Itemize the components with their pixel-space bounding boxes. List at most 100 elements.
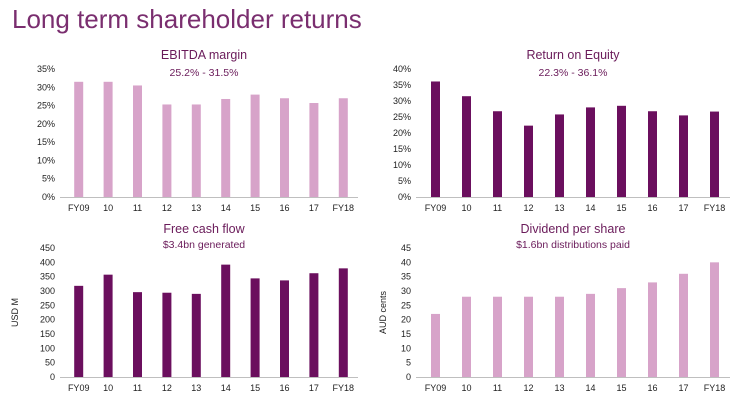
y-tick-label: 10% <box>37 155 55 165</box>
x-tick-label: 12 <box>523 383 533 393</box>
return-on-equity-chart: Return on Equity 22.3% - 36.1% 0% 5% 10% 15… <box>368 48 738 220</box>
bar-16 <box>280 280 289 377</box>
slide-title: Long term shareholder returns <box>12 4 362 34</box>
x-tick-label: 15 <box>250 383 260 393</box>
x-tick-label: 11 <box>493 203 502 213</box>
y-axis-label: AUD cents <box>378 290 388 334</box>
y-tick-label: 400 <box>40 257 55 267</box>
bar-17 <box>309 273 319 377</box>
y-tick-label: 50 <box>45 358 55 368</box>
x-tick-label: 13 <box>554 383 564 393</box>
bar-17 <box>679 273 688 377</box>
x-tick-label: 15 <box>616 203 626 213</box>
x-tick-label: 16 <box>279 203 289 213</box>
chart-title: EBITDA margin <box>160 48 248 62</box>
x-tick-label: FY09 <box>425 383 447 393</box>
y-tick-label: 20% <box>393 128 411 138</box>
x-tick-label: 12 <box>162 383 172 393</box>
x-tick-label: 11 <box>133 203 142 213</box>
y-tick-label: 0 <box>406 372 411 382</box>
y-tick-label: 5 <box>406 358 411 368</box>
ebitda-margin-plot: 0% 5% 10% 15% 20% 25% 30% 35% FY09 10 11 12 13 14 15 16… <box>37 64 358 213</box>
y-tick-label: 15% <box>393 144 411 154</box>
y-tick-label: 15 <box>401 329 411 339</box>
y-tick-label: 30% <box>37 82 55 92</box>
bar-11 <box>493 296 502 377</box>
y-tick-label: 0% <box>398 192 411 202</box>
y-tick-label: 35% <box>37 64 55 74</box>
x-tick-label: 13 <box>191 203 201 213</box>
x-tick-label: 14 <box>585 203 595 213</box>
bar-14 <box>221 264 231 377</box>
y-tick-label: 300 <box>40 286 55 296</box>
y-tick-label: 0% <box>42 192 55 202</box>
return-on-equity-plot: 0% 5% 10% 15% 20% 25% 30% 35% 40% FY09 10 11 12 13 14 1… <box>393 64 730 213</box>
y-tick-label: 100 <box>40 343 55 353</box>
x-tick-label: 10 <box>461 203 471 213</box>
bar-15 <box>250 278 260 377</box>
y-tick-label: 20 <box>401 315 411 325</box>
x-tick-label: 17 <box>309 203 319 213</box>
x-tick-label: 12 <box>162 203 172 213</box>
bar-10 <box>103 81 113 197</box>
chart-subtitle: 22.3% - 36.1% <box>538 67 608 79</box>
x-tick-label: 14 <box>221 383 231 393</box>
y-tick-label: 40 <box>401 257 411 267</box>
chart-subtitle: 25.2% - 31.5% <box>169 67 239 79</box>
bar-10 <box>103 274 113 377</box>
x-tick-label: 14 <box>585 383 595 393</box>
bar-12 <box>524 296 533 377</box>
bar-15 <box>617 288 626 377</box>
x-tick-label: FY18 <box>704 203 726 213</box>
y-tick-label: 30% <box>393 96 411 106</box>
bar-14 <box>221 98 231 197</box>
bar-FY09 <box>431 81 440 197</box>
y-tick-label: 45 <box>401 243 411 253</box>
y-tick-label: 10% <box>393 160 411 170</box>
bar-17 <box>309 103 319 197</box>
x-tick-label: 11 <box>133 383 142 393</box>
y-tick-label: 450 <box>40 243 55 253</box>
x-tick-label: FY18 <box>333 203 355 213</box>
y-tick-label: 25% <box>393 112 411 122</box>
bar-11 <box>493 111 502 197</box>
bar-16 <box>280 98 289 197</box>
bar-17 <box>679 115 688 197</box>
bar-FY09 <box>74 81 84 197</box>
y-tick-label: 20% <box>37 119 55 129</box>
x-tick-label: FY09 <box>68 203 90 213</box>
bar-15 <box>617 105 626 197</box>
y-tick-label: 150 <box>40 329 55 339</box>
x-tick-label: FY18 <box>704 383 726 393</box>
x-tick-label: 13 <box>554 203 564 213</box>
x-tick-label: 14 <box>221 203 231 213</box>
bar-12 <box>162 104 172 197</box>
bar-16 <box>648 111 657 197</box>
y-tick-label: 350 <box>40 272 55 282</box>
chart-title: Dividend per share <box>520 222 626 236</box>
x-tick-label: 16 <box>647 383 657 393</box>
x-tick-label: 16 <box>279 383 289 393</box>
y-tick-label: 250 <box>40 300 55 310</box>
bar-13 <box>191 104 201 197</box>
y-axis-label: USD M <box>10 298 20 327</box>
bar-FY09 <box>74 285 84 377</box>
y-tick-label: 10 <box>401 343 411 353</box>
bar-13 <box>555 296 564 377</box>
y-tick-label: 0 <box>50 372 55 382</box>
bar-12 <box>162 292 172 377</box>
chart-title: Return on Equity <box>526 48 620 62</box>
chart-subtitle: $1.6bn distributions paid <box>516 239 630 251</box>
x-tick-label: 16 <box>647 203 657 213</box>
y-tick-label: 35% <box>393 80 411 90</box>
chart-title: Free cash flow <box>163 222 245 236</box>
bar-16 <box>648 282 657 377</box>
y-tick-label: 200 <box>40 315 55 325</box>
y-tick-label: 35 <box>401 272 411 282</box>
x-tick-label: 10 <box>103 383 113 393</box>
bar-FY18 <box>338 98 348 197</box>
bar-14 <box>586 107 595 197</box>
bar-13 <box>191 293 201 377</box>
free-cash-flow-chart: Free cash flow $3.4bn generated 0 50 100 15… <box>0 222 368 401</box>
bar-10 <box>462 96 471 197</box>
